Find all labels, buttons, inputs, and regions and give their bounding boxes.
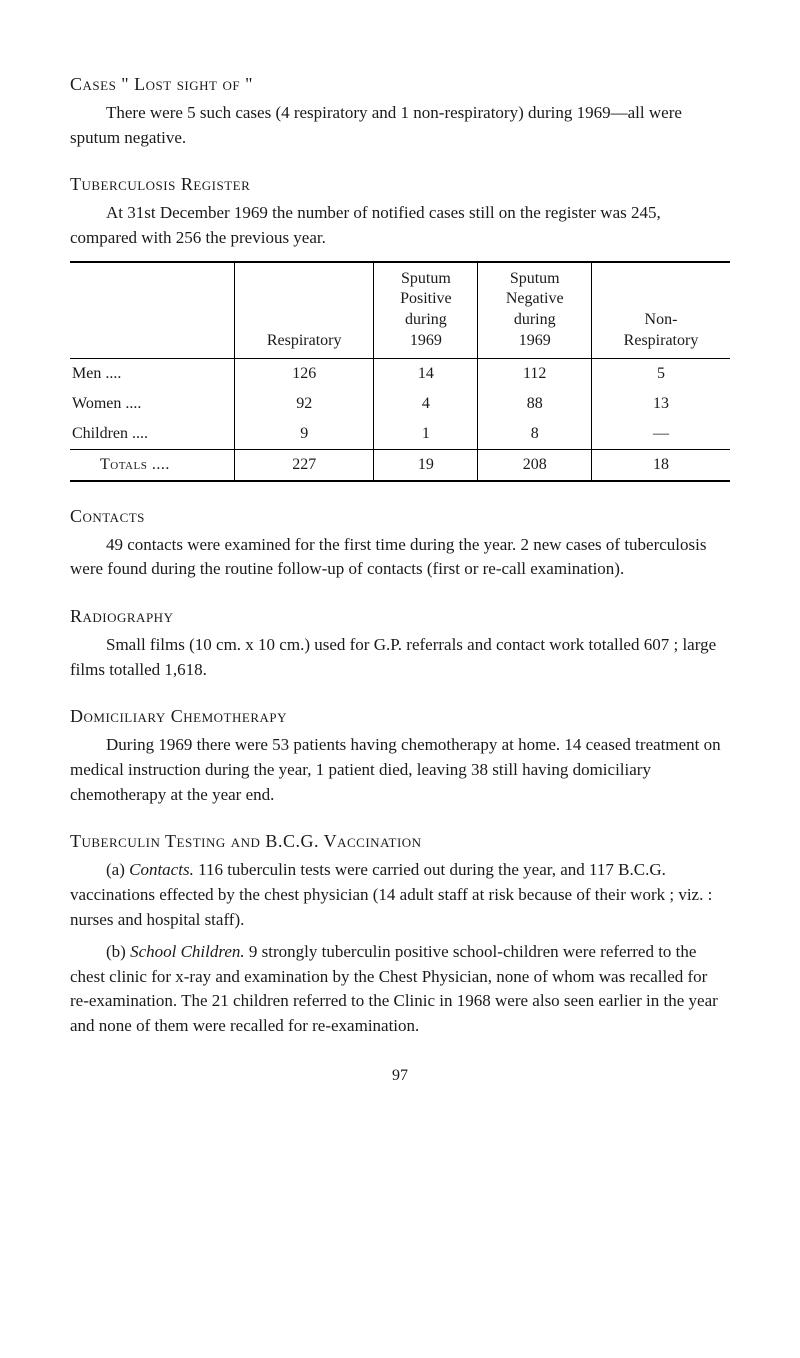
col-header-non-respiratory: Non-Respiratory [592,262,731,359]
tuberculosis-table: Respiratory SputumPositiveduring1969 Spu… [70,261,730,482]
page-number: 97 [70,1067,730,1085]
lost-sight-body: There were 5 such cases (4 respiratory a… [70,101,730,150]
cell: 9 [235,419,374,450]
para-b-italic: School Children. [130,942,245,961]
cell: 14 [374,358,478,389]
cell: 4 [374,389,478,419]
cell: 227 [235,449,374,481]
totals-label: Totals .... [70,449,235,481]
table-row: Women .... 92 4 88 13 [70,389,730,419]
row-label: Men .... [70,358,235,389]
cell: 208 [478,449,592,481]
row-label: Women .... [70,389,235,419]
cell: — [592,419,731,450]
cell: 8 [478,419,592,450]
table-corner [70,262,235,359]
domiciliary-title: Domiciliary Chemotherapy [70,706,730,727]
cell: 18 [592,449,731,481]
cell: 112 [478,358,592,389]
cell: 92 [235,389,374,419]
table-row: Men .... 126 14 112 5 [70,358,730,389]
para-b-label: (b) [106,942,126,961]
col-header-respiratory: Respiratory [235,262,374,359]
radiography-title: Radiography [70,606,730,627]
tuberculin-title: Tuberculin Testing and B.C.G. Vaccinatio… [70,831,730,852]
totals-row: Totals .... 227 19 208 18 [70,449,730,481]
lost-sight-title: Cases " Lost sight of " [70,74,730,95]
cell: 126 [235,358,374,389]
cell: 5 [592,358,731,389]
table-row: Children .... 9 1 8 — [70,419,730,450]
contacts-body: 49 contacts were examined for the first … [70,533,730,582]
radiography-body: Small films (10 cm. x 10 cm.) used for G… [70,633,730,682]
row-label: Children .... [70,419,235,450]
tuberculin-para-b: (b) School Children. 9 strongly tubercul… [70,940,730,1039]
cell: 13 [592,389,731,419]
para-a-label: (a) [106,860,125,879]
register-title: Tuberculosis Register [70,174,730,195]
cell: 88 [478,389,592,419]
register-body: At 31st December 1969 the number of noti… [70,201,730,250]
contacts-title: Contacts [70,506,730,527]
cell: 1 [374,419,478,450]
col-header-sputum-negative: SputumNegativeduring1969 [478,262,592,359]
col-header-sputum-positive: SputumPositiveduring1969 [374,262,478,359]
domiciliary-body: During 1969 there were 53 patients havin… [70,733,730,807]
cell: 19 [374,449,478,481]
tuberculin-para-a: (a) Contacts. 116 tuberculin tests were … [70,858,730,932]
para-a-italic: Contacts. [129,860,194,879]
